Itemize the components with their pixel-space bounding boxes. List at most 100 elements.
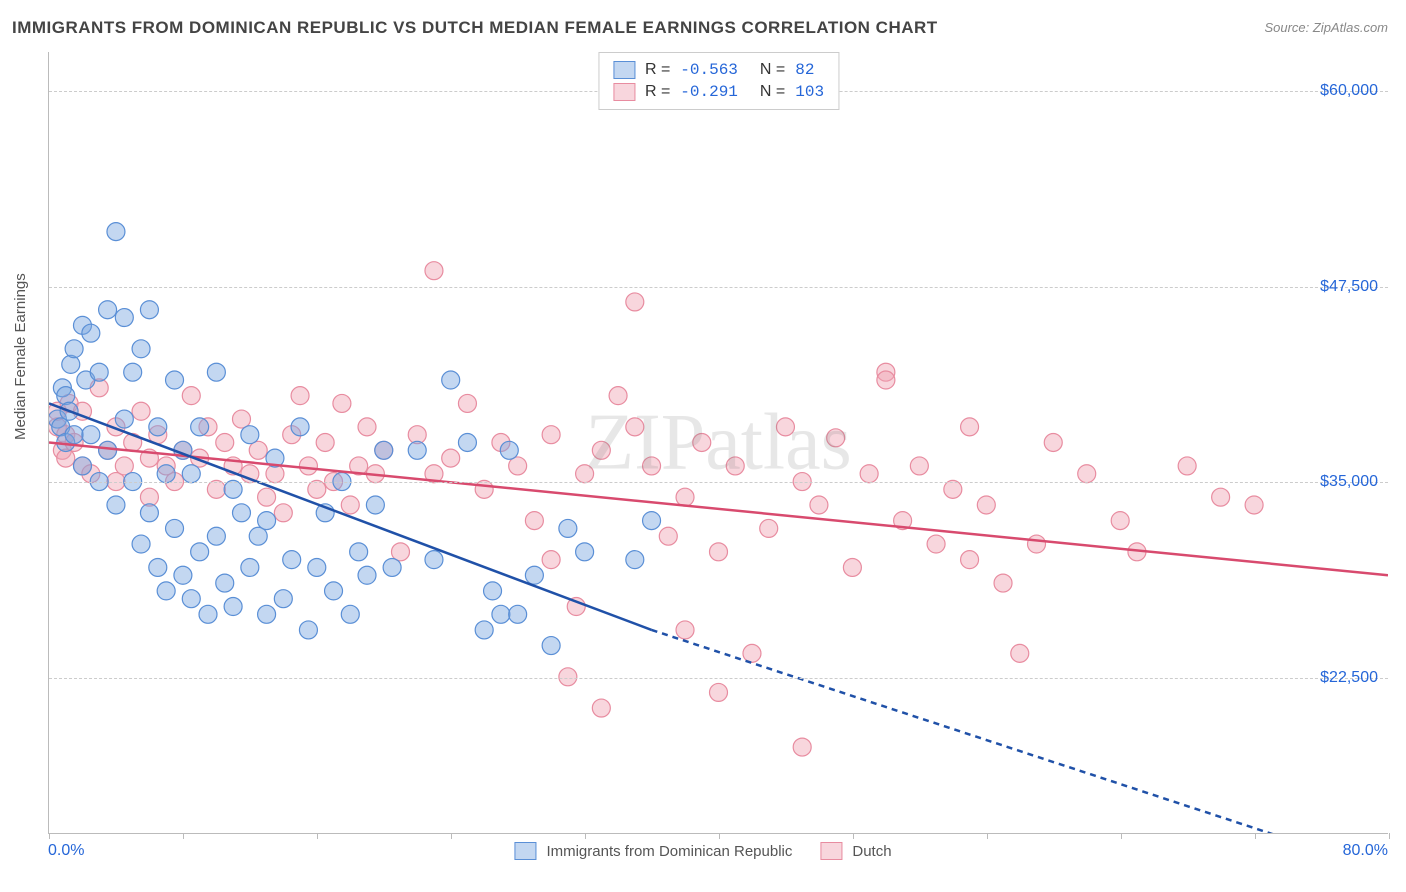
data-point <box>542 551 560 569</box>
x-tick <box>317 833 318 839</box>
data-point <box>57 387 75 405</box>
data-point <box>626 293 644 311</box>
data-point <box>149 558 167 576</box>
data-point <box>810 496 828 514</box>
data-point <box>166 519 184 537</box>
x-tick <box>987 833 988 839</box>
x-tick <box>183 833 184 839</box>
data-point <box>442 449 460 467</box>
data-point <box>73 457 91 475</box>
r-value-1: -0.563 <box>680 61 738 79</box>
x-tick <box>853 833 854 839</box>
data-point <box>710 683 728 701</box>
gridline <box>49 678 1388 679</box>
data-point <box>191 543 209 561</box>
data-point <box>961 418 979 436</box>
data-point <box>910 457 928 475</box>
y-tick-label: $60,000 <box>1320 82 1378 100</box>
data-point <box>157 582 175 600</box>
data-point <box>592 699 610 717</box>
data-point <box>643 457 661 475</box>
data-point <box>132 535 150 553</box>
data-point <box>375 441 393 459</box>
data-point <box>341 496 359 514</box>
data-point <box>626 551 644 569</box>
x-tick <box>1389 833 1390 839</box>
data-point <box>341 605 359 623</box>
data-point <box>124 363 142 381</box>
n-value-2: 103 <box>795 83 824 101</box>
data-point <box>132 402 150 420</box>
data-point <box>182 590 200 608</box>
data-point <box>207 363 225 381</box>
data-point <box>843 558 861 576</box>
data-point <box>99 441 117 459</box>
data-point <box>115 309 133 327</box>
data-point <box>199 605 217 623</box>
data-point <box>1111 512 1129 530</box>
data-point <box>291 387 309 405</box>
data-point <box>216 434 234 452</box>
data-point <box>458 434 476 452</box>
data-point <box>140 504 158 522</box>
legend-swatch-1 <box>514 842 536 860</box>
data-point <box>82 426 100 444</box>
data-point <box>484 582 502 600</box>
data-point <box>576 465 594 483</box>
data-point <box>559 519 577 537</box>
stats-box: R = -0.563 N = 82 R = -0.291 N = 103 <box>598 52 839 110</box>
data-point <box>65 426 83 444</box>
data-point <box>299 457 317 475</box>
data-point <box>743 644 761 662</box>
swatch-series1 <box>613 61 635 79</box>
data-point <box>1178 457 1196 475</box>
x-tick <box>585 833 586 839</box>
data-point <box>308 558 326 576</box>
data-point <box>182 465 200 483</box>
data-point <box>182 387 200 405</box>
data-point <box>609 387 627 405</box>
data-point <box>274 590 292 608</box>
data-point <box>693 434 711 452</box>
x-tick <box>49 833 50 839</box>
y-tick-label: $47,500 <box>1320 278 1378 296</box>
data-point <box>366 496 384 514</box>
data-point <box>283 551 301 569</box>
data-point <box>860 465 878 483</box>
legend-label-1: Immigrants from Dominican Republic <box>546 843 792 860</box>
data-point <box>383 558 401 576</box>
x-axis-min-label: 0.0% <box>48 842 84 860</box>
data-point <box>1028 535 1046 553</box>
data-point <box>149 418 167 436</box>
swatch-series2 <box>613 83 635 101</box>
data-point <box>576 543 594 561</box>
data-point <box>776 418 794 436</box>
n-label-1: N = <box>760 61 785 79</box>
data-point <box>1245 496 1263 514</box>
r-label-2: R = <box>645 83 670 101</box>
bottom-legend: Immigrants from Dominican Republic Dutch <box>514 842 891 860</box>
data-point <box>1078 465 1096 483</box>
y-tick-label: $35,000 <box>1320 473 1378 491</box>
data-point <box>241 558 259 576</box>
data-point <box>408 441 426 459</box>
x-tick <box>1255 833 1256 839</box>
y-tick-label: $22,500 <box>1320 669 1378 687</box>
data-point <box>65 340 83 358</box>
data-point <box>174 566 192 584</box>
stats-row-2: R = -0.291 N = 103 <box>613 81 824 103</box>
data-point <box>492 605 510 623</box>
data-point <box>1044 434 1062 452</box>
data-point <box>877 371 895 389</box>
data-point <box>676 621 694 639</box>
data-point <box>442 371 460 389</box>
n-value-1: 82 <box>795 61 814 79</box>
data-point <box>350 543 368 561</box>
r-label-1: R = <box>645 61 670 79</box>
stats-row-1: R = -0.563 N = 82 <box>613 59 824 81</box>
data-point <box>827 429 845 447</box>
data-point <box>643 512 661 530</box>
data-point <box>542 637 560 655</box>
data-point <box>425 262 443 280</box>
data-point <box>90 363 108 381</box>
